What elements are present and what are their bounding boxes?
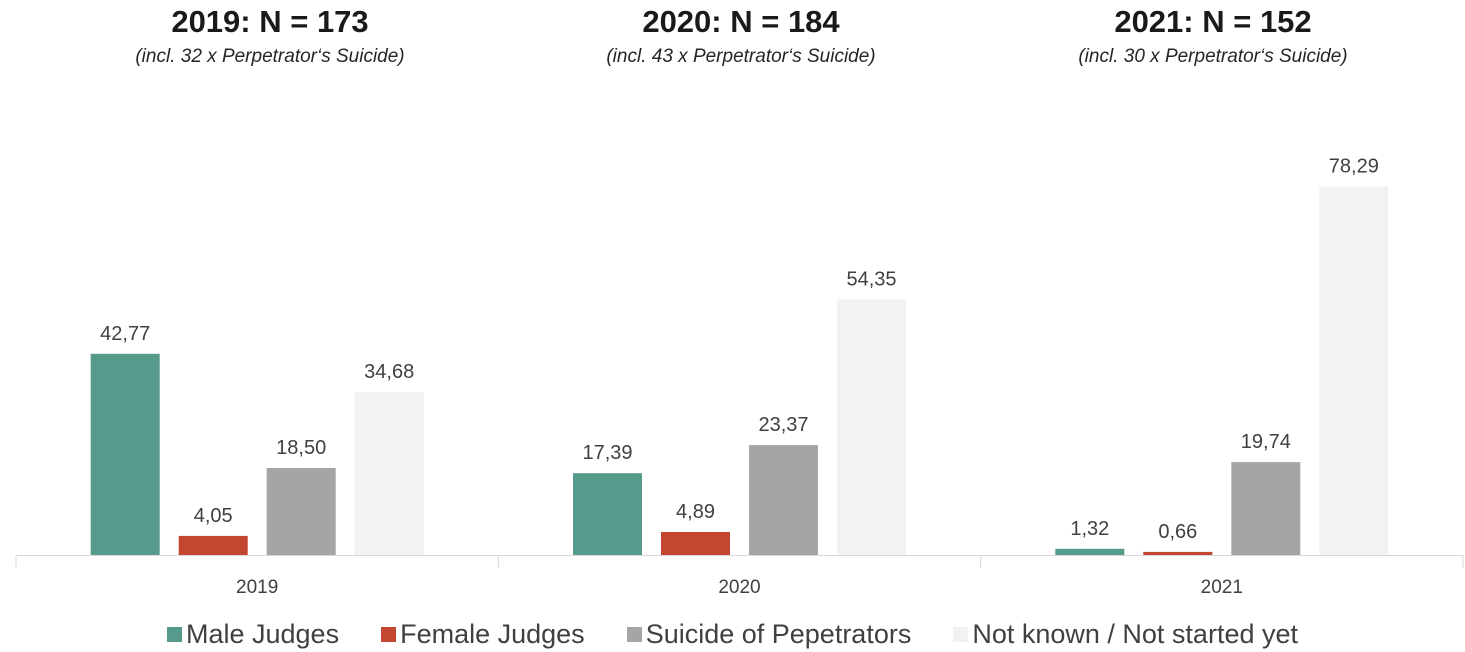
- bar-not-known-not-started-yet-2020: [837, 299, 906, 555]
- chart-header-2021: 2021: N = 152 (incl. 30 x Perpetrator‘s …: [998, 2, 1428, 70]
- legend-label-suicide-of-pepetrators: Suicide of Pepetrators: [645, 618, 912, 649]
- data-label-suicide-of-pepetrators-2019: 18,50: [276, 437, 326, 459]
- x-tick-label-2020: 2020: [718, 577, 760, 598]
- legend-label-not-known: Not known / Not started yet: [972, 618, 1298, 649]
- header-subtitle-2019: (incl. 32 x Perpetrator‘s Suicide): [135, 46, 405, 67]
- bar-not-known-not-started-yet-2021: [1319, 186, 1389, 555]
- data-label-not-known-not-started-yet-2019: 34,68: [364, 361, 414, 383]
- chart-header-2020: 2020: N = 184 (incl. 43 x Perpetrator‘s …: [526, 2, 956, 70]
- bar-suicide-of-pepetrators-2020: [749, 445, 818, 555]
- data-label-male-judges-2021: 1,32: [1070, 518, 1109, 540]
- legend-item-male-judges: Male Judges: [166, 618, 340, 650]
- bar-female-judges-2021: [1143, 551, 1213, 555]
- x-tick-label-2019: 2019: [236, 577, 278, 598]
- data-label-not-known-not-started-yet-2020: 54,35: [846, 268, 896, 290]
- data-label-suicide-of-pepetrators-2021: 19,74: [1241, 431, 1291, 453]
- chart-legend: Male Judges Female Judges Suicide of Pep…: [0, 616, 1465, 652]
- chart-header-2019: 2019: N = 173 (incl. 32 x Perpetrator‘s …: [55, 2, 485, 70]
- bar-male-judges-2019: [90, 353, 160, 555]
- bar-suicide-of-pepetrators-2021: [1231, 462, 1301, 555]
- legend-label-female-judges: Female Judges: [400, 618, 585, 649]
- legend-swatch-suicide-of-pepetrators: [626, 626, 642, 642]
- data-label-female-judges-2019: 4,05: [194, 505, 233, 527]
- legend-swatch-not-known: [953, 626, 969, 642]
- data-label-not-known-not-started-yet-2021: 78,29: [1329, 156, 1379, 178]
- header-subtitle-2020: (incl. 43 x Perpetrator‘s Suicide): [606, 46, 876, 67]
- bar-male-judges-2020: [573, 473, 642, 555]
- legend-item-female-judges: Female Judges: [381, 619, 585, 650]
- bar-not-known-not-started-yet-2019: [354, 391, 424, 555]
- bar-chart: 42,77 4,05 18,50 34,68 2019 17,39 4,89 23,37 54,…: [15, 156, 1464, 598]
- bar-suicide-of-pepetrators-2019: [266, 468, 336, 555]
- header-subtitle-2021: (incl. 30 x Perpetrator‘s Suicide): [1078, 46, 1348, 67]
- data-label-female-judges-2020: 4,89: [676, 501, 715, 523]
- legend-item-suicide-of-pepetrators: Suicide of Pepetrators: [626, 618, 912, 650]
- legend-swatch-male-judges: [166, 626, 182, 642]
- legend-label-male-judges: Male Judges: [185, 618, 340, 649]
- x-tick-label-2021: 2021: [1201, 577, 1243, 598]
- data-label-suicide-of-pepetrators-2020: 23,37: [758, 414, 808, 436]
- header-title-2020: 2020: N = 184: [642, 4, 840, 39]
- legend-swatch-female-judges: [381, 626, 397, 642]
- data-label-female-judges-2021: 0,66: [1158, 521, 1197, 543]
- header-title-2021: 2021: N = 152: [1114, 4, 1312, 39]
- data-label-male-judges-2019: 42,77: [100, 323, 150, 345]
- bar-female-judges-2020: [661, 532, 730, 555]
- bar-male-judges-2021: [1055, 548, 1125, 555]
- bar-female-judges-2019: [178, 535, 248, 555]
- data-label-male-judges-2020: 17,39: [582, 442, 632, 464]
- legend-item-not-known: Not known / Not started yet: [953, 619, 1298, 650]
- header-title-2019: 2019: N = 173: [171, 4, 369, 39]
